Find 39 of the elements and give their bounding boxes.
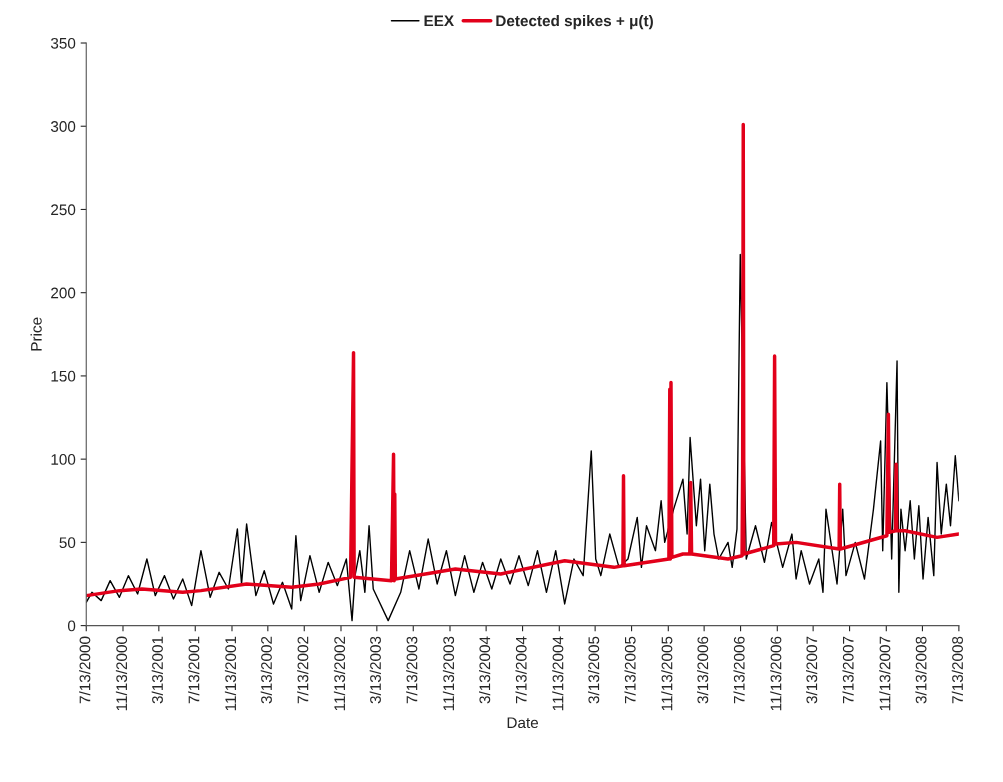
legend-label: Detected spikes + μ(t) [496,15,653,30]
x-tick-label: 3/13/2008 [915,636,927,704]
y-tick-label: 300 [50,121,76,132]
x-tick-label: 11/13/2003 [442,636,455,711]
x-tick-label: 11/13/2002 [333,636,346,711]
x-tick-label: 3/13/2003 [369,636,381,704]
x-tick-label: 7/13/2008 [951,636,963,704]
y-tick-label: 0 [67,620,76,632]
y-tick-label: 150 [51,370,76,382]
x-axis-title: Date [507,717,539,729]
x-tick-label: 11/13/2000 [115,636,128,711]
x-tick-label: 7/13/2003 [406,636,418,704]
y-tick-label: 250 [51,204,76,216]
x-tick-label: 11/13/2005 [661,636,673,711]
line-series [86,122,959,598]
legend-label: EEX [424,15,454,27]
x-tick-label: 11/13/2006 [770,636,782,711]
y-axis-title: Price [30,317,42,351]
x-tick-label: 3/13/2002 [260,636,272,704]
y-tick-label: 200 [51,287,76,299]
y-tick-label: 100 [51,454,76,465]
x-tick-label: 7/13/2001 [188,636,200,704]
x-tick-label: 3/13/2004 [479,636,491,704]
x-tick-label: 11/13/2001 [224,636,237,711]
x-tick-label: 7/13/2004 [515,636,527,704]
y-tick-label: 350 [50,37,76,49]
x-tick-label: 3/13/2005 [588,636,600,704]
x-tick-label: 11/13/2004 [552,636,564,711]
y-tick-label: 50 [59,537,76,549]
x-tick-label: 3/13/2007 [806,636,818,704]
x-tick-label: 3/13/2001 [151,636,163,704]
x-tick-label: 7/13/2000 [79,636,91,704]
line-series [86,253,959,622]
x-tick-label: 7/13/2002 [297,636,309,704]
x-tick-label: 7/13/2007 [842,636,854,704]
x-tick-label: 11/13/2007 [879,636,891,711]
x-tick-label: 3/13/2006 [697,636,709,704]
x-tick-label: 7/13/2005 [624,636,636,704]
x-tick-label: 7/13/2006 [733,636,745,704]
